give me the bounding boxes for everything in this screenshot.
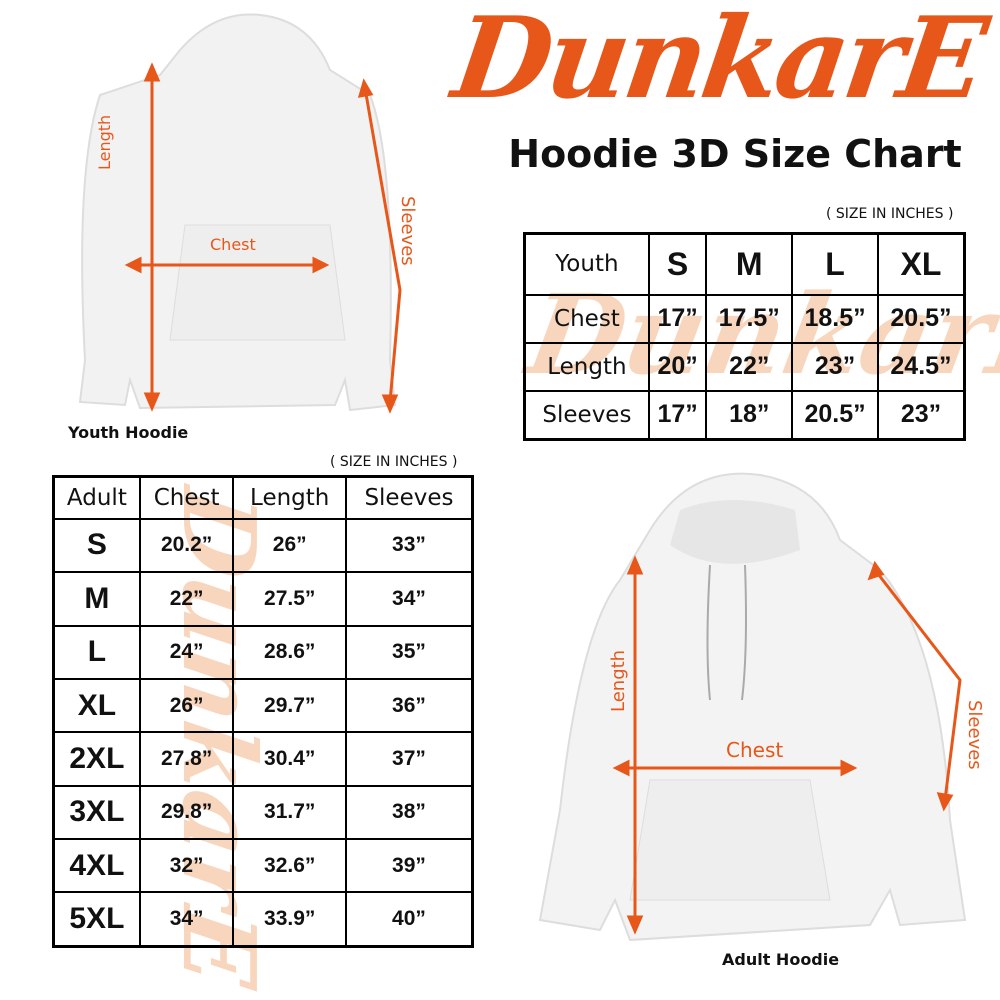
size-cell: L (791, 232, 879, 296)
measurement-cell: 33.9” (232, 891, 347, 948)
measurement-cell: 22” (705, 341, 794, 392)
measurement-cell: 32.6” (232, 837, 347, 894)
measurement-cell: 27.5” (232, 571, 347, 627)
measurement-cell: 17” (647, 389, 708, 441)
youth-chest-label: Chest (210, 235, 256, 254)
size-cell: M (52, 571, 141, 627)
measurement-cell: 37” (344, 731, 474, 787)
size-cell: 2XL (52, 731, 141, 787)
table-row: S 20.2” 26” 33” (52, 517, 474, 574)
size-cell: XL (52, 677, 141, 734)
size-cell: 3XL (52, 784, 141, 841)
header-cell: Chest (138, 475, 235, 520)
youth-unit-note: ( SIZE IN INCHES ) (826, 206, 954, 222)
youth-caption: Youth Hoodie (68, 423, 189, 442)
table-row: M 22” 27.5” 34” (52, 571, 474, 627)
table-row: 2XL 27.8” 30.4” 37” (52, 731, 474, 787)
measurement-cell: 33” (344, 517, 474, 574)
table-row: Chest 17” 17.5” 18.5” 20.5” (523, 293, 966, 344)
youth-size-table: Youth S M L XL Chest 17” 17.5” 18.5” 20.5” Length 2… (523, 232, 966, 441)
size-cell: 4XL (52, 837, 141, 894)
size-cell: 5XL (52, 891, 141, 948)
measurement-cell: 29.8” (138, 784, 235, 841)
measurement-cell: 20” (647, 341, 708, 392)
table-row: 5XL 34” 33.9” 40” (52, 891, 474, 948)
adult-length-label: Length (608, 649, 629, 712)
measurement-cell: 17” (647, 293, 708, 344)
measurement-cell: 26” (138, 677, 235, 734)
size-cell: M (705, 232, 794, 296)
adult-chest-label: Chest (726, 738, 784, 762)
measurement-cell: 20.5” (791, 389, 879, 441)
size-cell: XL (876, 232, 966, 296)
measurement-cell: 30.4” (232, 731, 347, 787)
adult-hoodie-image (538, 472, 967, 942)
table-header-row: Adult Chest Length Sleeves (52, 475, 474, 520)
measurement-cell: 20.5” (876, 293, 966, 344)
table-header-row: Youth S M L XL (523, 232, 966, 296)
table-row: 4XL 32” 32.6” 39” (52, 837, 474, 894)
size-cell: L (52, 624, 141, 680)
header-cell: Youth (523, 232, 650, 296)
measurement-cell: 40” (344, 891, 474, 948)
measurement-cell: 34” (344, 571, 474, 627)
measurement-cell: 31.7” (232, 784, 347, 841)
adult-size-table: Adult Chest Length Sleeves S 20.2” 26” 33” M 22” 2… (52, 475, 474, 948)
table-row: Sleeves 17” 18” 20.5” 23” (523, 389, 966, 441)
youth-hoodie-image (78, 13, 402, 414)
table-row: L 24” 28.6” 35” (52, 624, 474, 680)
size-cell: S (647, 232, 708, 296)
measurement-cell: 32” (138, 837, 235, 894)
header-cell: Sleeves (523, 389, 650, 441)
youth-sleeves-label: Sleeves (397, 196, 418, 266)
measurement-cell: 39” (344, 837, 474, 894)
header-cell: Chest (523, 293, 650, 344)
table-row: XL 26” 29.7” 36” (52, 677, 474, 734)
measurement-cell: 35” (344, 624, 474, 680)
size-cell: S (52, 517, 141, 574)
header-cell: Sleeves (344, 475, 474, 520)
measurement-cell: 23” (876, 389, 966, 441)
measurement-cell: 24.5” (876, 341, 966, 392)
table-row: 3XL 29.8” 31.7” 38” (52, 784, 474, 841)
measurement-cell: 27.8” (138, 731, 235, 787)
adult-caption: Adult Hoodie (722, 950, 840, 969)
youth-length-label: Length (95, 114, 114, 170)
measurement-cell: 29.7” (232, 677, 347, 734)
measurement-cell: 18.5” (791, 293, 879, 344)
measurement-cell: 34” (138, 891, 235, 948)
measurement-cell: 20.2” (138, 517, 235, 574)
measurement-cell: 38” (344, 784, 474, 841)
header-cell: Adult (52, 475, 141, 520)
measurement-cell: 36” (344, 677, 474, 734)
adult-unit-note: ( SIZE IN INCHES ) (330, 454, 458, 470)
measurement-cell: 22” (138, 571, 235, 627)
measurement-cell: 28.6” (232, 624, 347, 680)
measurement-cell: 26” (232, 517, 347, 574)
measurement-cell: 18” (705, 389, 794, 441)
measurement-cell: 17.5” (705, 293, 794, 344)
brand-logo: DunkarE (445, 0, 991, 124)
header-cell: Length (523, 341, 650, 392)
measurement-cell: 24” (138, 624, 235, 680)
page-title: Hoodie 3D Size Chart (508, 132, 962, 176)
header-cell: Length (232, 475, 347, 520)
measurement-cell: 23” (791, 341, 879, 392)
adult-sleeves-label: Sleeves (964, 700, 985, 770)
table-row: Length 20” 22” 23” 24.5” (523, 341, 966, 392)
